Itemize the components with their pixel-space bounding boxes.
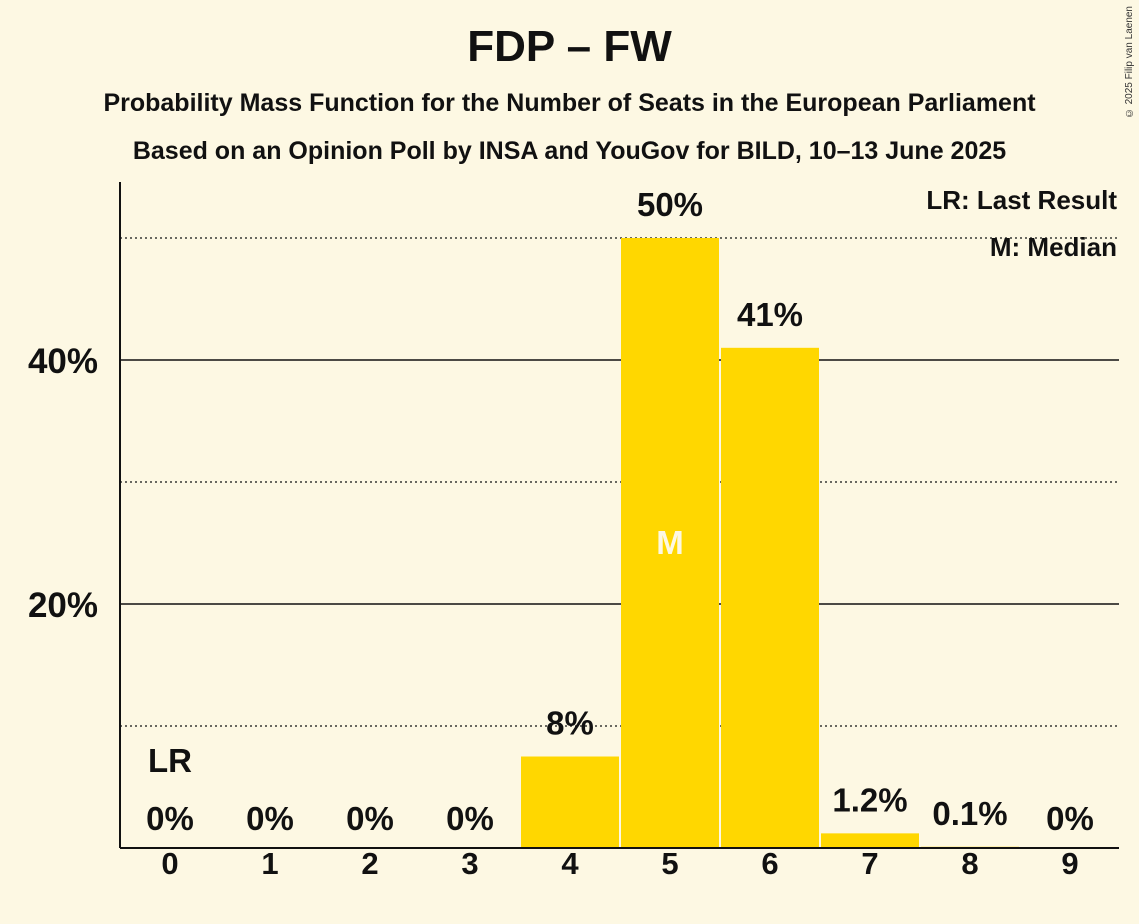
x-tick-label: 3 xyxy=(461,846,478,881)
y-tick-label: 20% xyxy=(28,586,98,625)
chart-title: FDP – FW xyxy=(467,22,672,71)
legend-item: M: Median xyxy=(990,232,1117,262)
x-tick-label: 6 xyxy=(761,846,778,881)
value-label: 50% xyxy=(637,186,703,223)
value-label: 1.2% xyxy=(832,781,907,818)
value-label: 41% xyxy=(737,296,803,333)
bar xyxy=(521,756,619,848)
y-tick-label: 40% xyxy=(28,342,98,381)
x-tick-label: 9 xyxy=(1061,846,1078,881)
x-tick-label: 8 xyxy=(961,846,978,881)
x-tick-label: 0 xyxy=(161,846,178,881)
value-label: 8% xyxy=(546,705,594,742)
bar xyxy=(721,347,819,848)
chart-subtitle: Probability Mass Function for the Number… xyxy=(103,89,1036,117)
legend-item: LR: Last Result xyxy=(926,185,1117,215)
chart-source: Based on an Opinion Poll by INSA and You… xyxy=(132,137,1007,165)
value-label: 0% xyxy=(1046,800,1094,837)
value-label: 0% xyxy=(246,800,294,837)
x-tick-label: 2 xyxy=(361,846,378,881)
value-label: 0% xyxy=(146,800,194,837)
last-result-marker: LR xyxy=(148,742,192,779)
bar xyxy=(621,238,719,848)
x-tick-label: 1 xyxy=(261,846,278,881)
value-label: 0.1% xyxy=(932,795,1007,832)
value-label: 0% xyxy=(446,800,494,837)
bar xyxy=(821,833,919,848)
value-label: 0% xyxy=(346,800,394,837)
x-tick-label: 5 xyxy=(661,846,678,881)
median-marker: M xyxy=(656,524,684,561)
x-tick-label: 4 xyxy=(561,846,579,881)
x-tick-label: 7 xyxy=(861,846,878,881)
